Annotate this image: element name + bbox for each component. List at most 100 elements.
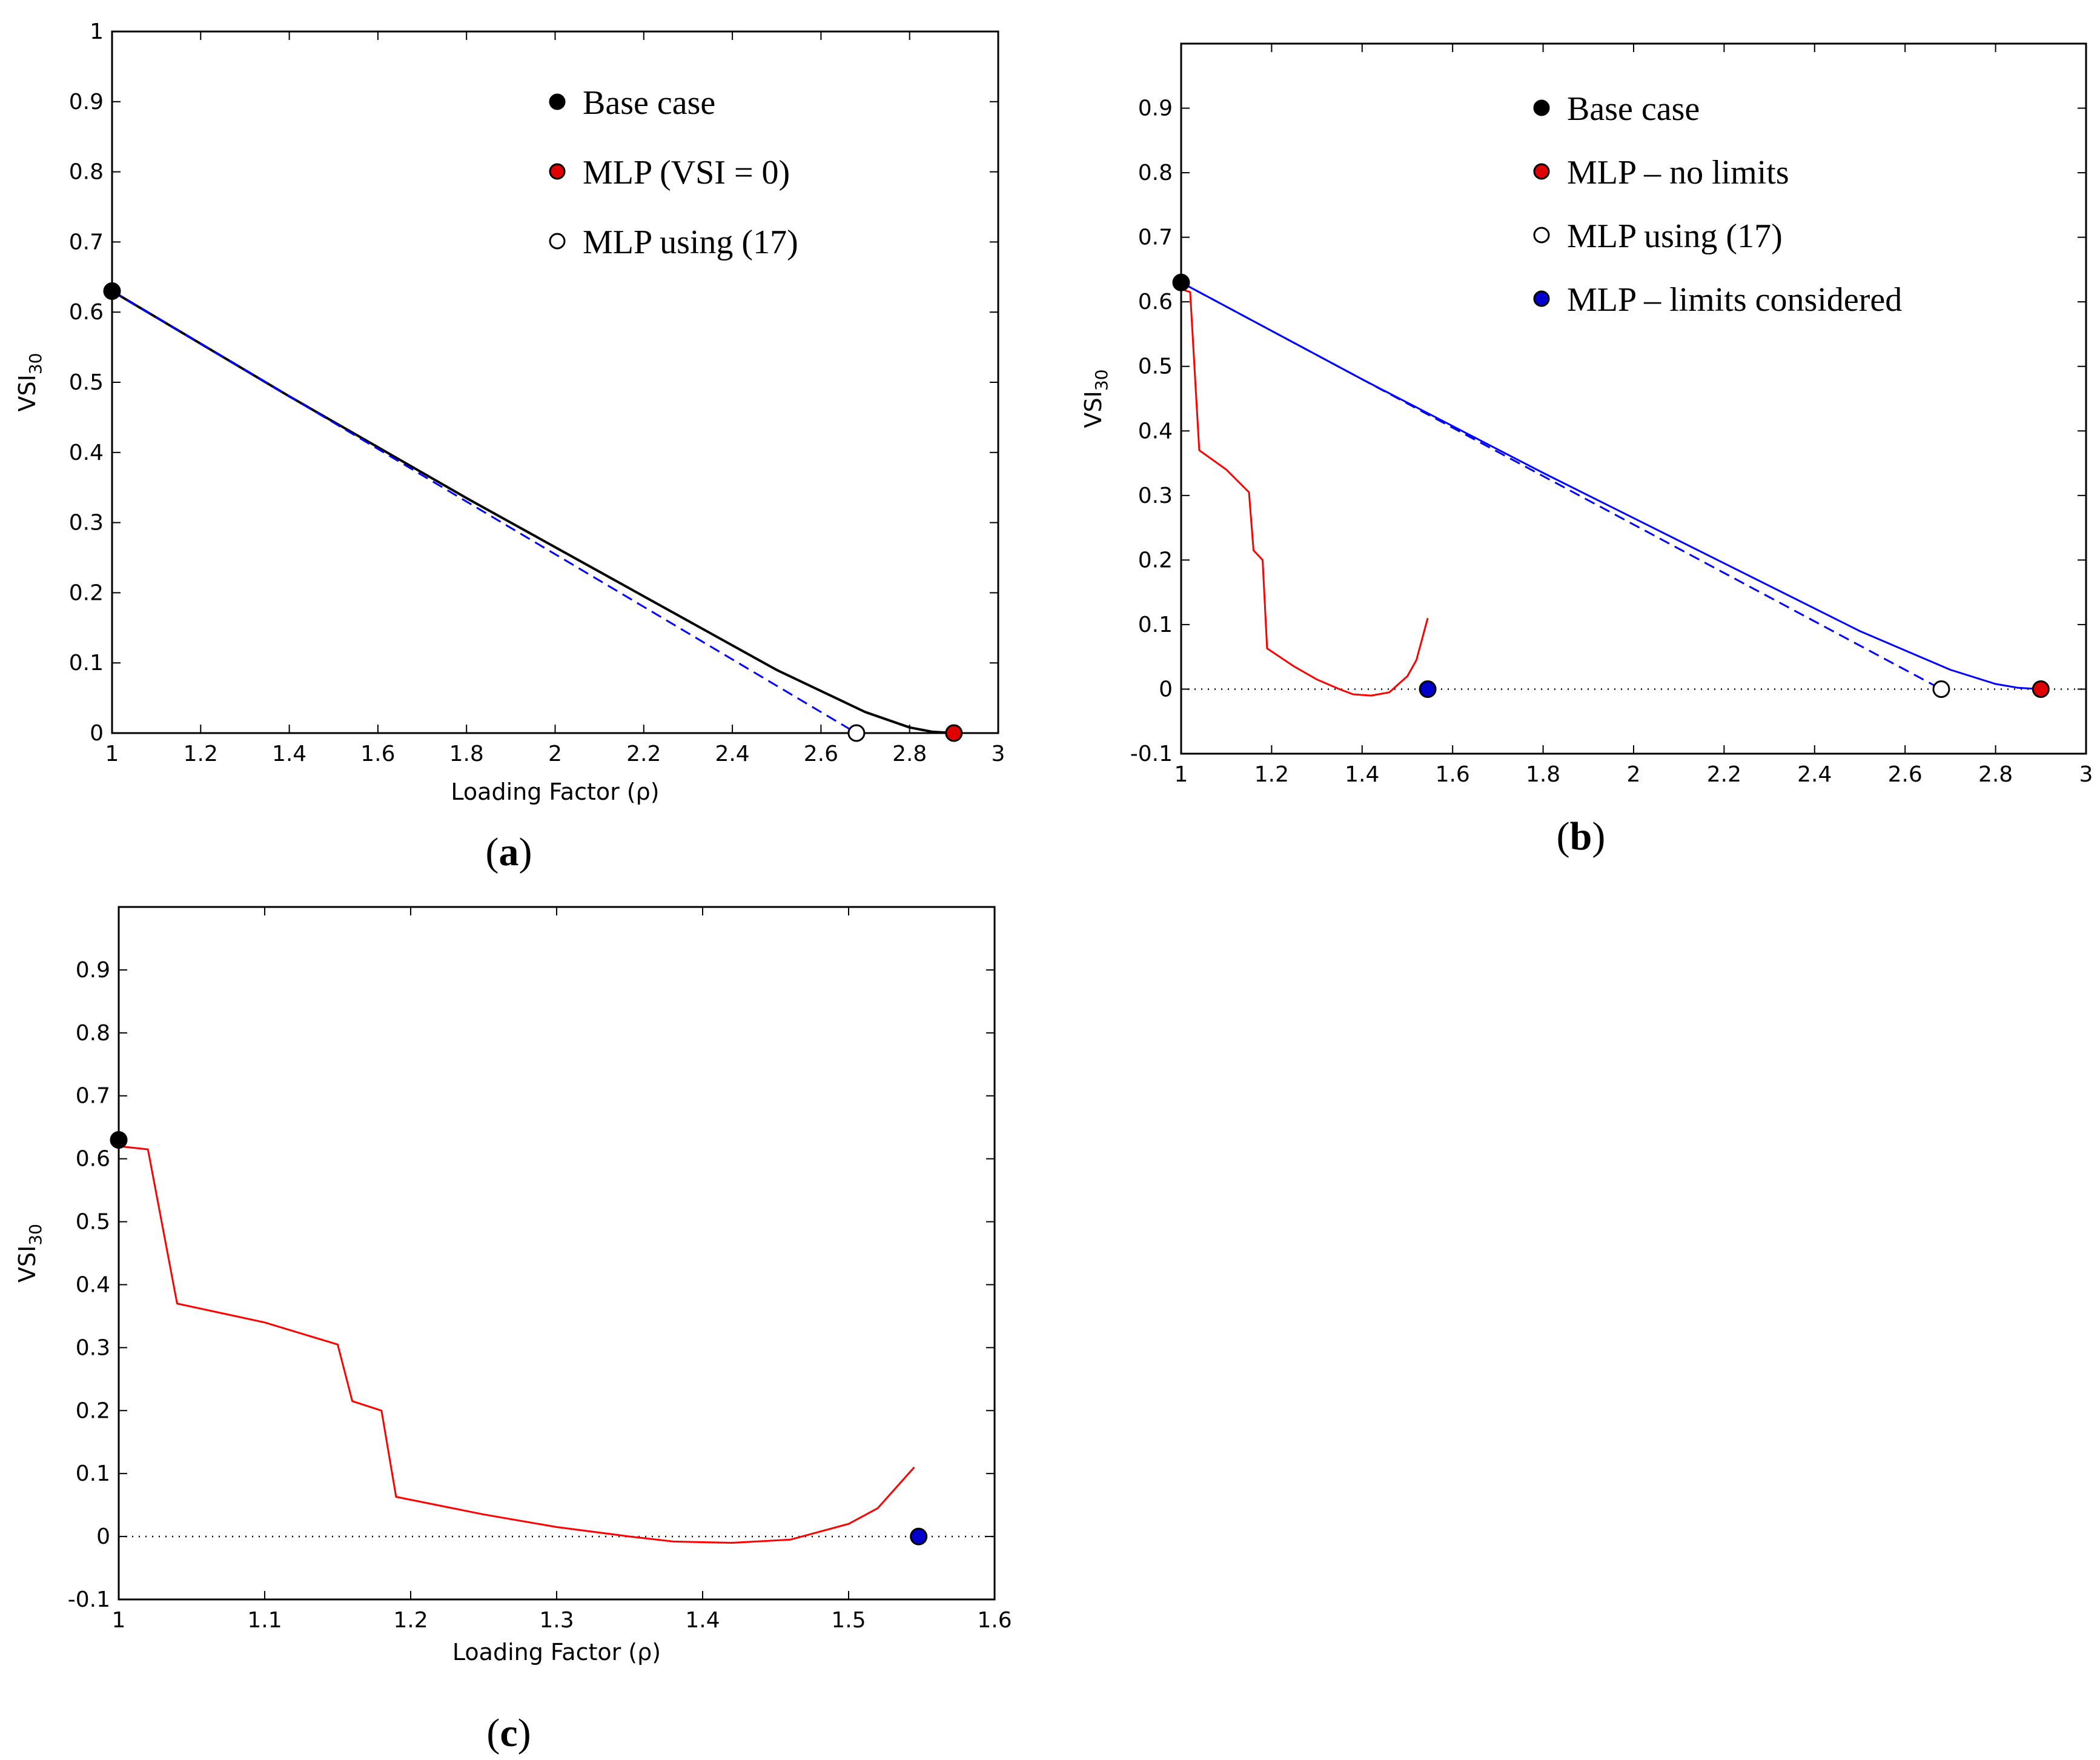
y-tick-label-b: 0 xyxy=(1159,677,1173,702)
caption-c: (c) xyxy=(486,1711,531,1755)
x-tick-label-a: 1.8 xyxy=(449,742,484,766)
x-tick-label-b: 2.4 xyxy=(1797,762,1832,787)
x-tick-label-c: 1.5 xyxy=(831,1608,866,1633)
y-tick-label-c: -0.1 xyxy=(68,1587,110,1612)
x-tick-label-c: 1.4 xyxy=(685,1608,720,1633)
y-tick-label-c: 0.9 xyxy=(76,958,110,983)
y-tick-label-b: 0.7 xyxy=(1138,225,1173,250)
legend-marker-mlp-limits-considered-b xyxy=(1533,290,1550,307)
marker-base-case-b xyxy=(1172,273,1190,291)
x-tick-label-b: 1 xyxy=(1174,762,1188,787)
caption-a: (a) xyxy=(486,830,532,874)
legend-marker-mlp-using-17-b xyxy=(1533,227,1550,244)
x-tick-label-a: 2.8 xyxy=(892,742,927,766)
x-tick-label-a: 1.4 xyxy=(272,742,306,766)
legend-marker-base-case-b xyxy=(1533,99,1550,116)
y-tick-label-c: 0.8 xyxy=(76,1021,110,1046)
x-tick-label-c: 1.2 xyxy=(393,1608,428,1633)
y-tick-label-a: 0.7 xyxy=(69,230,104,254)
panel-a: 1 1.2 1.4 1.6 1.8 2 2.2 2.4 2.6 2.8 3 0 0.1 0.2 0.3 0.4… xyxy=(14,19,1005,874)
caption-b: (b) xyxy=(1557,814,1606,858)
marker-mlp-no-limits-b xyxy=(2032,680,2050,698)
y-axis-label-b: VSI30 xyxy=(1080,370,1111,428)
x-tick-label-b: 1.8 xyxy=(1526,762,1560,787)
panel-b: 1 1.2 1.4 1.6 1.8 2 2.2 2.4 2.6 2.8 3 -0.1 0 0.1 0.2 0.… xyxy=(1080,42,2093,858)
y-tick-label-c: 0.1 xyxy=(76,1461,110,1486)
x-tick-label-b: 1.6 xyxy=(1436,762,1470,787)
x-tick-label-a: 2.6 xyxy=(804,742,838,766)
x-tick-label-b: 2 xyxy=(1627,762,1641,787)
x-tick-label-b: 1.2 xyxy=(1254,762,1289,787)
x-axis-label-a: Loading Factor (ρ) xyxy=(451,779,659,805)
marker-mlp-limits-considered-c xyxy=(910,1527,928,1546)
y-tick-label-b: 0.2 xyxy=(1138,548,1173,573)
y-tick-label-a: 0.2 xyxy=(69,580,104,605)
y-tick-label-c: 0 xyxy=(96,1524,110,1549)
x-tick-label-c: 1.3 xyxy=(539,1608,574,1633)
x-tick-label-a: 2.4 xyxy=(715,742,749,766)
legend-marker-mlp-vsi-0-a xyxy=(549,163,566,180)
x-tick-label-c: 1 xyxy=(112,1608,126,1633)
x-tick-label-a: 1.2 xyxy=(184,742,218,766)
marker-mlp-limits-considered-b xyxy=(1419,680,1437,698)
y-tick-label-b: -0.1 xyxy=(1130,742,1173,766)
y-tick-label-c: 0.5 xyxy=(76,1210,110,1235)
legend-marker-mlp-using-17-a xyxy=(549,233,566,250)
marker-base-case-a xyxy=(103,282,121,300)
y-tick-label-b: 0.1 xyxy=(1138,613,1173,637)
y-tick-label-a: 0.1 xyxy=(69,651,104,676)
legend-marker-base-case-a xyxy=(549,93,566,110)
y-tick-label-c: 0.4 xyxy=(76,1272,110,1297)
y-tick-label-a: 0.4 xyxy=(69,440,104,465)
x-tick-label-b: 2.8 xyxy=(1978,762,2013,787)
legend-label-mlp-no-limits-b: MLP – no limits xyxy=(1567,154,1789,191)
series-vsi-curve-limits-considered-c xyxy=(118,1145,915,1544)
panel-c: 1 1.1 1.2 1.3 1.4 1.5 1.6 -0.1 0 0.1 0.2 0.3 0.4 0.5 0… xyxy=(14,906,1012,1755)
y-tick-label-c: 0.3 xyxy=(76,1335,110,1360)
y-tick-label-b: 0.9 xyxy=(1138,96,1173,121)
y-tick-label-a: 0.5 xyxy=(69,370,104,395)
series-linear-estimate-b xyxy=(1181,281,1942,690)
x-tick-label-a: 2.2 xyxy=(626,742,661,766)
y-axis-label-c: VSI30 xyxy=(14,1224,45,1283)
series-vsi-curve-a xyxy=(111,290,954,734)
x-tick-label-a: 1 xyxy=(105,742,119,766)
y-tick-label-c: 0.7 xyxy=(76,1084,110,1109)
y-tick-label-a: 0.6 xyxy=(69,300,104,325)
legend-label-mlp-vsi-0-a: MLP (VSI = 0) xyxy=(583,154,790,191)
legend-label-mlp-using-17-b: MLP using (17) xyxy=(1567,218,1783,255)
x-tick-label-a: 2 xyxy=(548,742,562,766)
y-tick-label-a: 0 xyxy=(90,721,104,746)
y-tick-label-b: 0.3 xyxy=(1138,483,1173,508)
y-tick-label-c: 0.6 xyxy=(76,1147,110,1172)
y-axis-label-a: VSI30 xyxy=(14,353,45,412)
legend-label-mlp-using-17-a: MLP using (17) xyxy=(583,224,798,261)
marker-mlp-vsi-0-a xyxy=(945,724,963,742)
y-tick-label-a: 0.9 xyxy=(69,90,104,115)
legend-label-mlp-limits-considered-b: MLP – limits considered xyxy=(1567,281,1902,319)
y-tick-label-a: 0.8 xyxy=(69,160,104,185)
marker-base-case-c xyxy=(110,1131,128,1149)
x-tick-label-c: 1.6 xyxy=(977,1608,1012,1633)
y-tick-label-b: 0.4 xyxy=(1138,419,1173,443)
y-tick-label-a: 0.3 xyxy=(69,511,104,536)
legend-label-base-case-b: Base case xyxy=(1567,90,1700,128)
legend-label-base-case-a: Base case xyxy=(583,84,715,122)
y-tick-label-b: 0.5 xyxy=(1138,354,1173,379)
x-tick-label-a: 1.6 xyxy=(360,742,395,766)
y-tick-label-a: 1 xyxy=(90,19,104,44)
x-tick-label-b: 2.6 xyxy=(1888,762,1923,787)
x-tick-label-c: 1.1 xyxy=(247,1608,282,1633)
y-tick-label-b: 0.6 xyxy=(1138,290,1173,314)
x-tick-label-b: 2.2 xyxy=(1707,762,1741,787)
marker-mlp-using-17-a xyxy=(847,724,866,742)
series-vsi-curve-limits-considered-b xyxy=(1181,288,1429,697)
x-tick-label-b: 3 xyxy=(2079,762,2093,787)
legend-marker-mlp-no-limits-b xyxy=(1533,163,1550,180)
x-tick-label-a: 3 xyxy=(992,742,1005,766)
marker-mlp-using-17-b xyxy=(1932,680,1950,698)
series-vsi-curve-no-limits-b xyxy=(1181,281,2041,690)
y-tick-label-b: 0.8 xyxy=(1138,161,1173,185)
x-tick-label-b: 1.4 xyxy=(1345,762,1379,787)
